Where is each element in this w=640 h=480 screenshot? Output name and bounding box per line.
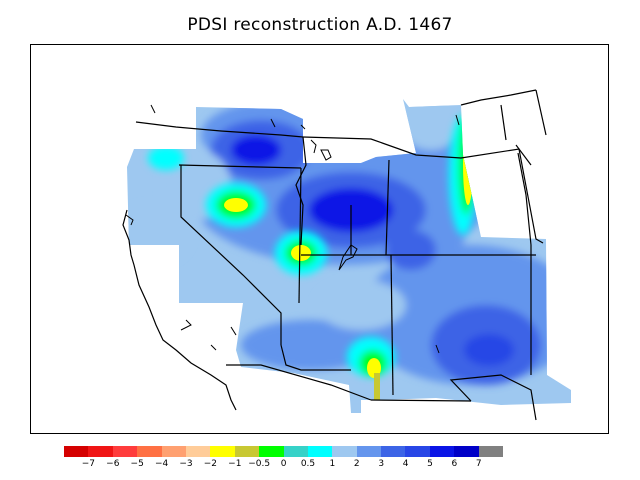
- legend-swatch: [332, 446, 357, 457]
- legend-swatch: [137, 446, 162, 457]
- legend-swatch: [356, 446, 382, 457]
- legend-tick-label: 0: [280, 459, 287, 469]
- legend-tick-label: −1: [228, 459, 242, 469]
- dry-spot-montana: [463, 125, 473, 205]
- lakes: [125, 104, 460, 354]
- legend-swatch: [161, 446, 186, 457]
- legend-tick-label: 0.5: [300, 459, 316, 469]
- legend-swatch: [259, 446, 284, 457]
- pdsi-map: [122, 89, 571, 421]
- legend-swatch: [234, 446, 260, 457]
- legend-tick-label: −0.5: [248, 459, 271, 469]
- legend-tick-label: 2: [353, 459, 360, 469]
- legend-swatch: [185, 446, 211, 457]
- legend-tick-label: −3: [179, 459, 193, 469]
- legend-swatch: [112, 446, 138, 457]
- legend-swatch: [405, 446, 430, 457]
- coastline: [122, 209, 237, 411]
- legend-tick-label: −4: [154, 459, 169, 469]
- state-boundaries: [122, 89, 547, 421]
- legend-tick-label: −6: [106, 459, 120, 469]
- legend-swatch: [283, 446, 308, 457]
- legend-tick-label: −7: [81, 459, 96, 469]
- legend-swatch: [64, 446, 89, 457]
- legend-swatch: [429, 446, 455, 457]
- legend-tick-label: 6: [451, 459, 458, 469]
- map-frame: [30, 44, 609, 434]
- pdsi-field: [127, 99, 571, 413]
- lake-icon: [320, 149, 332, 161]
- legend-tick-label: 1: [329, 459, 336, 469]
- legend-swatch: [381, 446, 406, 457]
- lake-icon: [310, 139, 317, 154]
- dry-spot-utah: [291, 245, 311, 261]
- great-salt-lake: [338, 244, 358, 271]
- legend-swatch: [307, 446, 333, 457]
- legend-swatch: [454, 446, 479, 457]
- legend-tick-label: 3: [378, 459, 385, 469]
- legend-swatch: [88, 446, 113, 457]
- legend-tick-label: 7: [475, 459, 482, 469]
- legend-colorbar: [64, 446, 504, 457]
- legend-swatch: [478, 446, 504, 457]
- legend-tick-label: 5: [427, 459, 433, 469]
- legend-ticks: −7 −6 −5 −4 −3 −2 −1 −0.5 0 0.5 1 2 3 4 5 6 7: [0, 459, 640, 473]
- dry-spot-nevada: [224, 198, 248, 212]
- legend-tick-label: −5: [130, 459, 144, 469]
- legend-swatch: [210, 446, 235, 457]
- legend-tick-label: −2: [203, 459, 218, 469]
- map-title: PDSI reconstruction A.D. 1467: [187, 15, 453, 35]
- legend-tick-label: 4: [402, 459, 409, 469]
